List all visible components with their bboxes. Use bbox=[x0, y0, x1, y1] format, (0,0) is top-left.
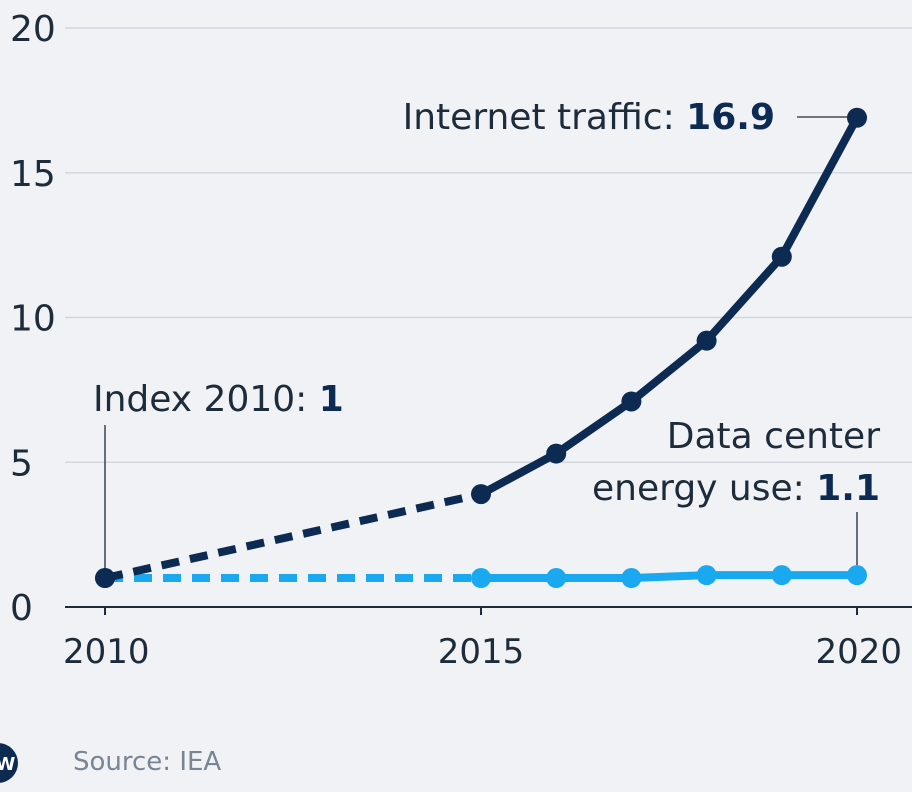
annotation-label: energy use: bbox=[592, 468, 805, 509]
x-tick-label: 2010 bbox=[63, 632, 150, 672]
line-dashed bbox=[104, 490, 482, 582]
line bbox=[481, 571, 857, 583]
logo-badge bbox=[0, 743, 18, 783]
annotation: energy use: 1.1 bbox=[592, 468, 880, 509]
y-tick-label: 10 bbox=[10, 299, 56, 340]
annotation-value: 1.1 bbox=[816, 468, 880, 509]
marker bbox=[847, 565, 867, 586]
annotation-label: Index 2010: bbox=[93, 379, 307, 420]
marker bbox=[471, 568, 491, 589]
annotation-value: 1 bbox=[319, 379, 344, 420]
marker bbox=[771, 565, 792, 586]
marker bbox=[471, 484, 491, 505]
line bbox=[479, 115, 861, 498]
marker bbox=[771, 246, 792, 267]
source: Source: IEA bbox=[73, 747, 221, 777]
y-tick-label: 15 bbox=[10, 154, 56, 195]
marker bbox=[696, 330, 717, 351]
marker bbox=[546, 568, 567, 589]
y-tick-label: 0 bbox=[10, 588, 33, 629]
annotation: Internet traffic: 16.9 bbox=[403, 97, 775, 138]
marker bbox=[847, 107, 867, 128]
marker bbox=[696, 565, 717, 586]
marker bbox=[95, 568, 115, 589]
y-tick-label: 5 bbox=[10, 443, 33, 484]
marker bbox=[621, 568, 642, 589]
annotation: Index 2010: 1 bbox=[93, 379, 344, 420]
x-tick-label: 2020 bbox=[815, 632, 902, 672]
marker bbox=[621, 391, 642, 412]
annotation-value: 16.9 bbox=[686, 97, 775, 138]
y-tick-label: 20 bbox=[10, 9, 56, 50]
logo: DW bbox=[0, 754, 16, 775]
marker bbox=[546, 443, 567, 464]
annotation-label: Data center bbox=[667, 416, 880, 457]
annotation-label: Internet traffic: bbox=[403, 97, 675, 138]
x-tick-label: 2015 bbox=[438, 632, 525, 672]
